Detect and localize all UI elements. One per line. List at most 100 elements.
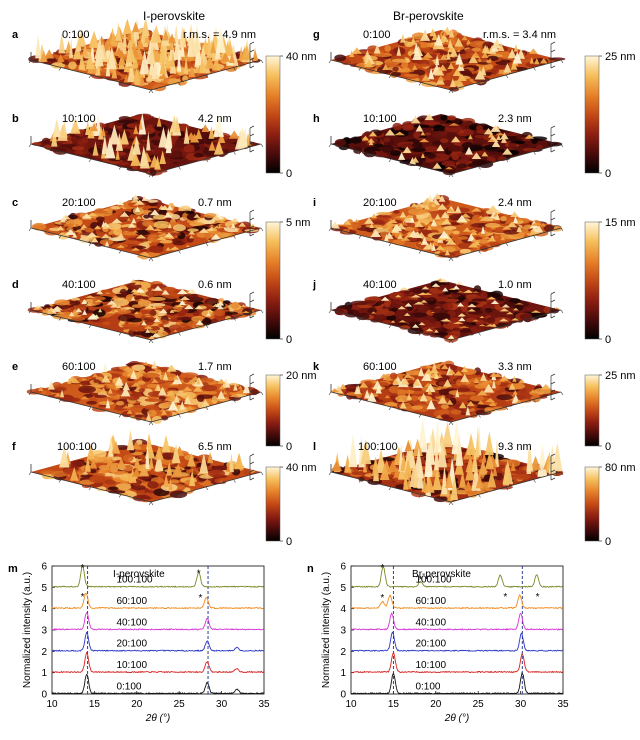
- y-tick-label: 4: [41, 604, 47, 615]
- afm-panel-i: i 20:100 2.4 nm: [313, 193, 564, 262]
- series-line-0-100: [351, 672, 563, 695]
- x-tick-label: 20: [430, 699, 442, 710]
- y-tick-label: 2: [340, 647, 346, 658]
- colorbar-4: 40 nm 0: [265, 462, 317, 548]
- panel-letter: a: [12, 29, 19, 41]
- panel-ratio: 60:100: [62, 361, 96, 373]
- colorbar-gradient: [584, 55, 600, 174]
- afm-panel-e: e 60:100 1.7 nm: [12, 360, 264, 426]
- series-line-60-100: [350, 594, 563, 610]
- panel-letter: g: [313, 29, 320, 41]
- panel-rms: 9.3 nm: [498, 441, 532, 453]
- panel-rms: r.m.s. = 4.9 nm: [183, 29, 256, 41]
- series-line-20-100: [350, 631, 563, 652]
- series-line-10-100: [51, 651, 264, 674]
- afm-panel-g: g 0:100 r.m.s. = 3.4 nm: [313, 26, 566, 94]
- colorbar-min-label: 0: [286, 334, 292, 346]
- panel-rms: 2.3 nm: [498, 113, 532, 125]
- x-tick-label: 25: [174, 699, 186, 710]
- y-tick-label: 0: [41, 690, 47, 701]
- panel-ratio: 100:100: [57, 441, 97, 453]
- y-tick-label: 0: [340, 690, 346, 701]
- colorbar-max-label: 15 nm: [605, 217, 636, 229]
- afm-panel-d: d 40:100 0.6 nm: [12, 279, 264, 344]
- impurity-marker: *: [81, 592, 85, 603]
- afm-panel-f: f 100:100 6.5 nm: [12, 430, 264, 506]
- x-tick-label: 30: [216, 699, 228, 710]
- colorbar-gradient: [265, 221, 281, 340]
- series-line-10-100: [350, 652, 564, 674]
- x-tick-label: 25: [473, 699, 485, 710]
- impurity-marker: *: [503, 592, 507, 603]
- colorbar-1: 40 nm 0: [265, 51, 317, 180]
- series-line-60-100: [51, 592, 264, 610]
- colorbar-3: 20 nm 0: [265, 370, 317, 453]
- afm-panel-c: c 20:100 0.7 nm: [12, 194, 264, 262]
- panel-rms: 0.7 nm: [198, 197, 232, 209]
- panel-ratio: 20:100: [363, 197, 397, 209]
- panel-ratio: 10:100: [62, 113, 96, 125]
- y-tick-label: 5: [340, 583, 346, 594]
- x-tick-label: 30: [515, 699, 527, 710]
- series-label: 10:100: [415, 660, 446, 671]
- panel-letter: j: [312, 279, 316, 291]
- colorbar-gradient: [265, 374, 281, 447]
- x-tick-label: 35: [258, 699, 270, 710]
- colorbar-gradient: [265, 55, 281, 174]
- colorbar-max-label: 20 nm: [286, 370, 317, 382]
- colorbar-max-label: 25 nm: [605, 370, 636, 382]
- y-axis-label: Normalized intensity (a.u.): [22, 572, 33, 688]
- series-label: 10:100: [116, 660, 147, 671]
- plot-frame: [51, 565, 265, 695]
- series-line-100-100: [51, 566, 264, 588]
- colorbar-max-label: 40 nm: [286, 51, 317, 63]
- colorbar-7: 25 nm 0: [584, 370, 636, 453]
- panel-ratio: 40:100: [363, 279, 397, 291]
- y-tick-label: 6: [340, 562, 346, 573]
- colorbar-8: 80 nm 0: [584, 462, 636, 548]
- colorbar-max-label: 25 nm: [605, 51, 636, 63]
- impurity-marker: *: [380, 563, 384, 574]
- right-column-title: Br-perovskite: [393, 9, 464, 23]
- series-label: 60:100: [116, 596, 147, 607]
- afm-panel-h: h 10:100 2.3 nm: [313, 113, 564, 178]
- x-tick-label: 15: [89, 699, 101, 710]
- panel-letter: k: [313, 361, 320, 373]
- panel-letter: n: [307, 563, 314, 575]
- colorbar-min-label: 0: [605, 441, 611, 453]
- panel-rms: 1.7 nm: [198, 361, 232, 373]
- impurity-marker: *: [197, 568, 201, 579]
- colorbar-6: 15 nm 0: [584, 217, 636, 346]
- panel-ratio: 0:100: [62, 29, 90, 41]
- panel-letter: e: [12, 361, 18, 373]
- x-tick-label: 10: [345, 699, 357, 710]
- colorbar-max-label: 80 nm: [605, 462, 636, 474]
- series-label: 40:100: [116, 617, 147, 628]
- afm-panel-j: j 40:100 1.0 nm: [312, 278, 564, 344]
- colorbar-gradient: [265, 466, 281, 542]
- y-tick-label: 1: [340, 668, 346, 679]
- colorbar-max-label: 5 nm: [286, 217, 310, 229]
- x-axis-label: 2θ (°): [444, 713, 469, 724]
- afm-panel-a: a 0:100 r.m.s. = 4.9 nm: [12, 17, 264, 94]
- series-line-20-100: [51, 631, 264, 652]
- series-label: 100:100: [116, 575, 153, 586]
- xrd-chart-m: m 10 15 20 25 30 35 0 1 2 3 4 5 6 2θ (°) Normalized int…: [8, 562, 270, 725]
- colorbar-gradient: [584, 221, 600, 340]
- panel-letter: m: [8, 563, 18, 575]
- panel-letter: b: [12, 113, 19, 125]
- y-axis-label: Normalized intensity (a.u.): [321, 572, 332, 688]
- afm-panel-l: l 100:100 9.3 nm: [313, 418, 564, 506]
- panel-rms: 1.0 nm: [498, 279, 532, 291]
- x-tick-label: 35: [557, 699, 569, 710]
- impurity-marker: *: [536, 592, 540, 603]
- colorbar-2: 5 nm 0: [265, 217, 310, 346]
- impurity-marker: *: [419, 575, 423, 586]
- colorbar-min-label: 0: [286, 168, 292, 180]
- panel-letter: c: [12, 197, 18, 209]
- colorbar-max-label: 40 nm: [286, 462, 317, 474]
- panel-letter: h: [313, 113, 320, 125]
- series-line-40-100: [350, 612, 563, 631]
- afm-panel-k: k 60:100 3.3 nm: [313, 360, 564, 426]
